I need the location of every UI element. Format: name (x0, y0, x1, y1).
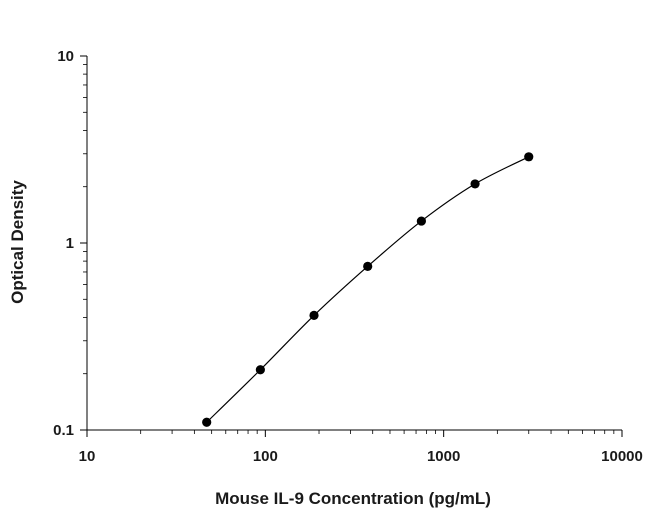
tick-labels: 10 100 1000 10000 0.1 1 10 (53, 48, 643, 465)
x-axis-title: Mouse IL-9 Concentration (pg/mL) (215, 489, 491, 508)
minor-ticks (83, 64, 615, 434)
axes (80, 55, 623, 437)
data-point (202, 417, 212, 427)
fit-curve (206, 156, 530, 423)
y-tick-label: 10 (57, 48, 74, 65)
x-tick-label: 1000 (427, 448, 460, 465)
x-tick-label: 100 (253, 448, 278, 465)
data-point (416, 216, 426, 226)
x-tick-label: 10000 (601, 448, 643, 465)
y-tick-label: 0.1 (53, 422, 74, 439)
y-tick-label: 1 (66, 235, 74, 252)
data-point (363, 261, 373, 271)
data-point (309, 310, 319, 321)
y-axis-title: Optical Density (8, 180, 27, 304)
data-point (470, 179, 480, 189)
data-point (255, 365, 265, 375)
x-tick-label: 10 (79, 448, 96, 465)
data-points (202, 152, 534, 427)
data-point (524, 152, 534, 162)
